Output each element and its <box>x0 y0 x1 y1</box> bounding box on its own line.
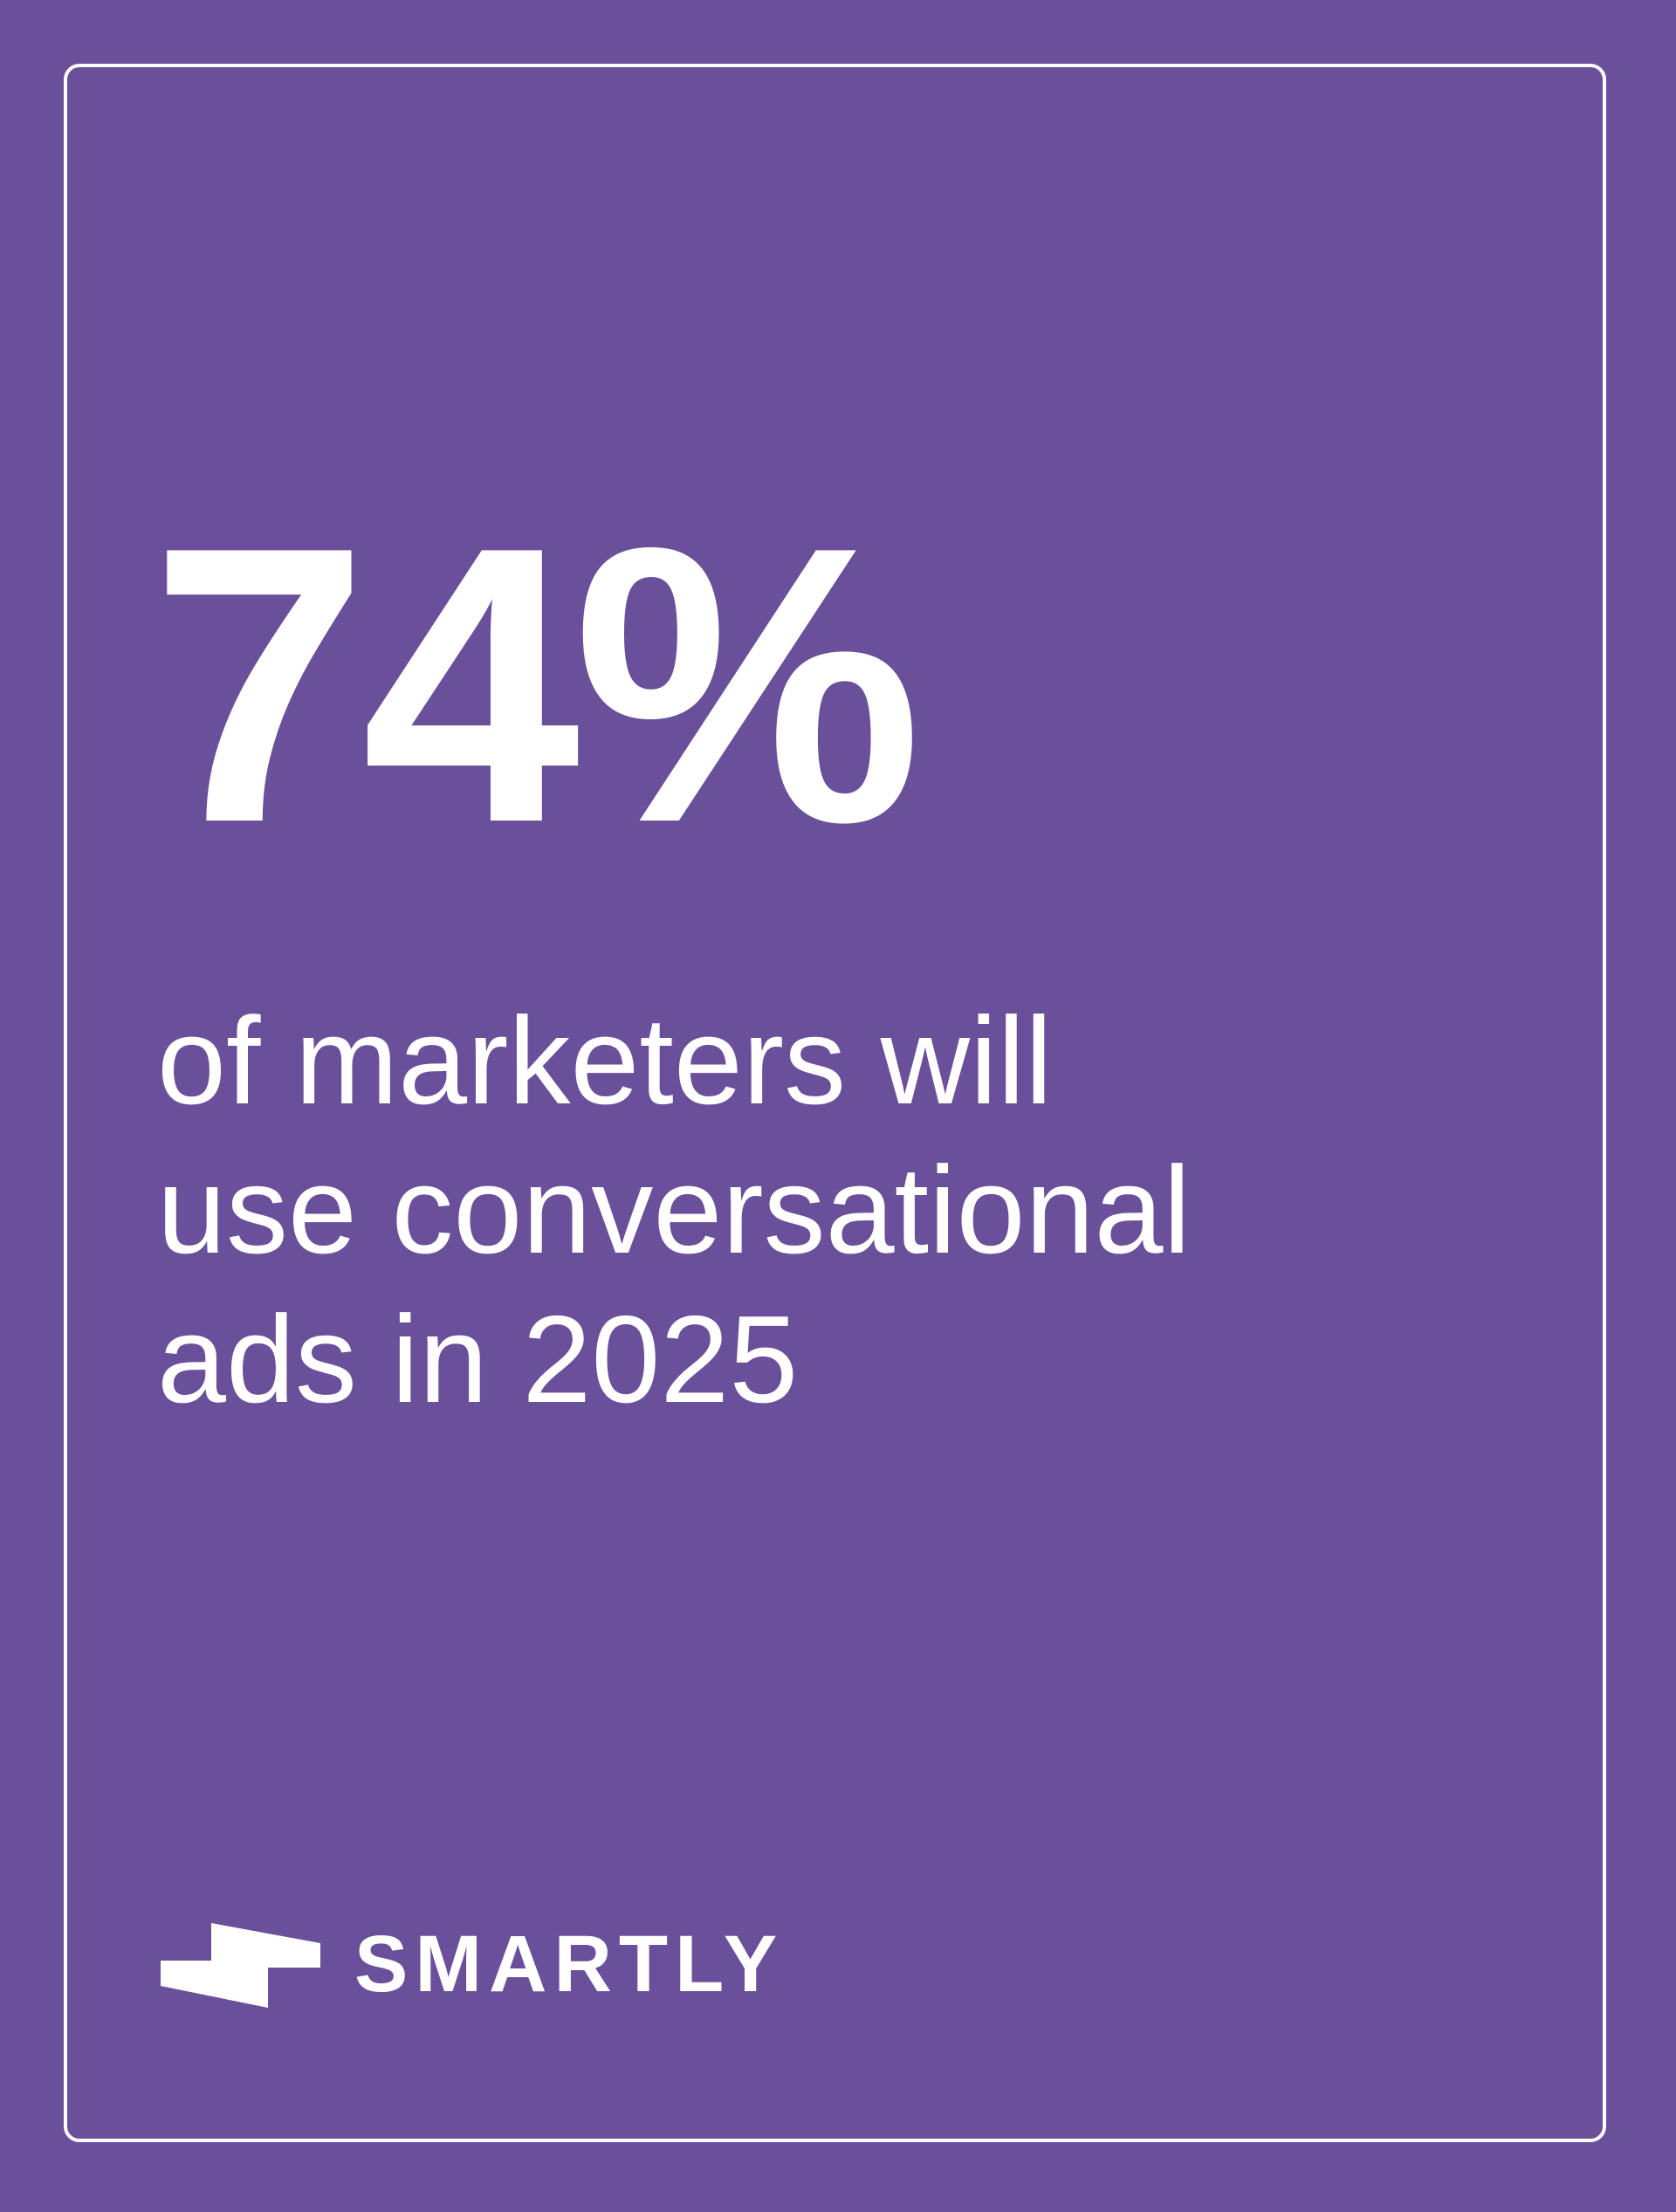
description: of marketers will use conversational ads… <box>157 986 1191 1434</box>
description-line: use conversational <box>157 1141 1192 1280</box>
description-line: ads in 2025 <box>157 1290 799 1429</box>
logo-mark <box>161 1923 320 2008</box>
logo-text: SMARTLY <box>354 1920 785 2009</box>
stat: 74% <box>150 466 923 904</box>
description-line: of marketers will <box>157 992 1053 1130</box>
frame <box>64 64 1606 2142</box>
logo-icon <box>161 1923 320 2008</box>
